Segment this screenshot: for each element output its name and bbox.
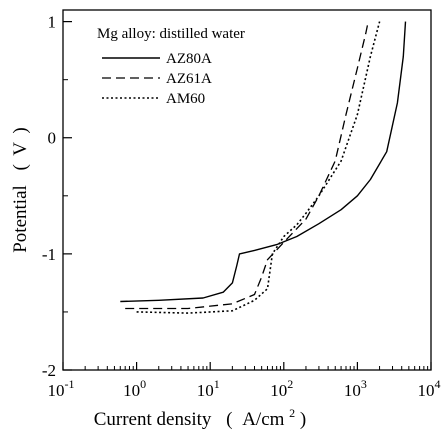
x-axis-label: Current density ( A/cm 2 )	[94, 401, 307, 430]
series-layer	[120, 21, 407, 314]
y-tick-label: 1	[48, 13, 57, 32]
x-axis-title: Current density	[94, 409, 212, 430]
x-tick-label: 103	[344, 377, 367, 400]
x-tick-label: 102	[270, 377, 293, 400]
series-line-az80a	[120, 21, 407, 303]
y-tick-label: -2	[42, 361, 56, 380]
y-axis-title: Potential	[10, 185, 31, 253]
y-tick-label: 0	[48, 129, 57, 148]
x-tick-label: 100	[123, 377, 146, 400]
y-tick-label: -1	[42, 245, 56, 264]
legend-label-az80a: AZ80A	[166, 51, 212, 67]
y-axis-unit: V	[10, 142, 31, 156]
legend: Mg alloy: distilled water AZ80A AZ61A AM60	[97, 26, 245, 107]
x-axis-unit: A/cm	[242, 409, 284, 430]
legend-title: Mg alloy: distilled water	[97, 26, 245, 42]
legend-label-az61a: AZ61A	[166, 71, 212, 87]
axis-layer: 10-1 100 101 102 103 104 -2 -1 0 1	[42, 13, 441, 400]
x-tick-label: 101	[197, 377, 220, 400]
x-axis-unit-superscript: 2	[289, 406, 295, 420]
legend-entries: AZ80A AZ61A AM60	[102, 51, 212, 107]
x-tick-label: 104	[418, 377, 441, 400]
y-axis-label: Potential ( V )	[10, 127, 31, 253]
series-line-am60	[136, 21, 381, 314]
legend-label-am60: AM60	[166, 91, 205, 107]
x-tick-label: 10-1	[48, 377, 75, 400]
plot-frame	[62, 9, 432, 371]
